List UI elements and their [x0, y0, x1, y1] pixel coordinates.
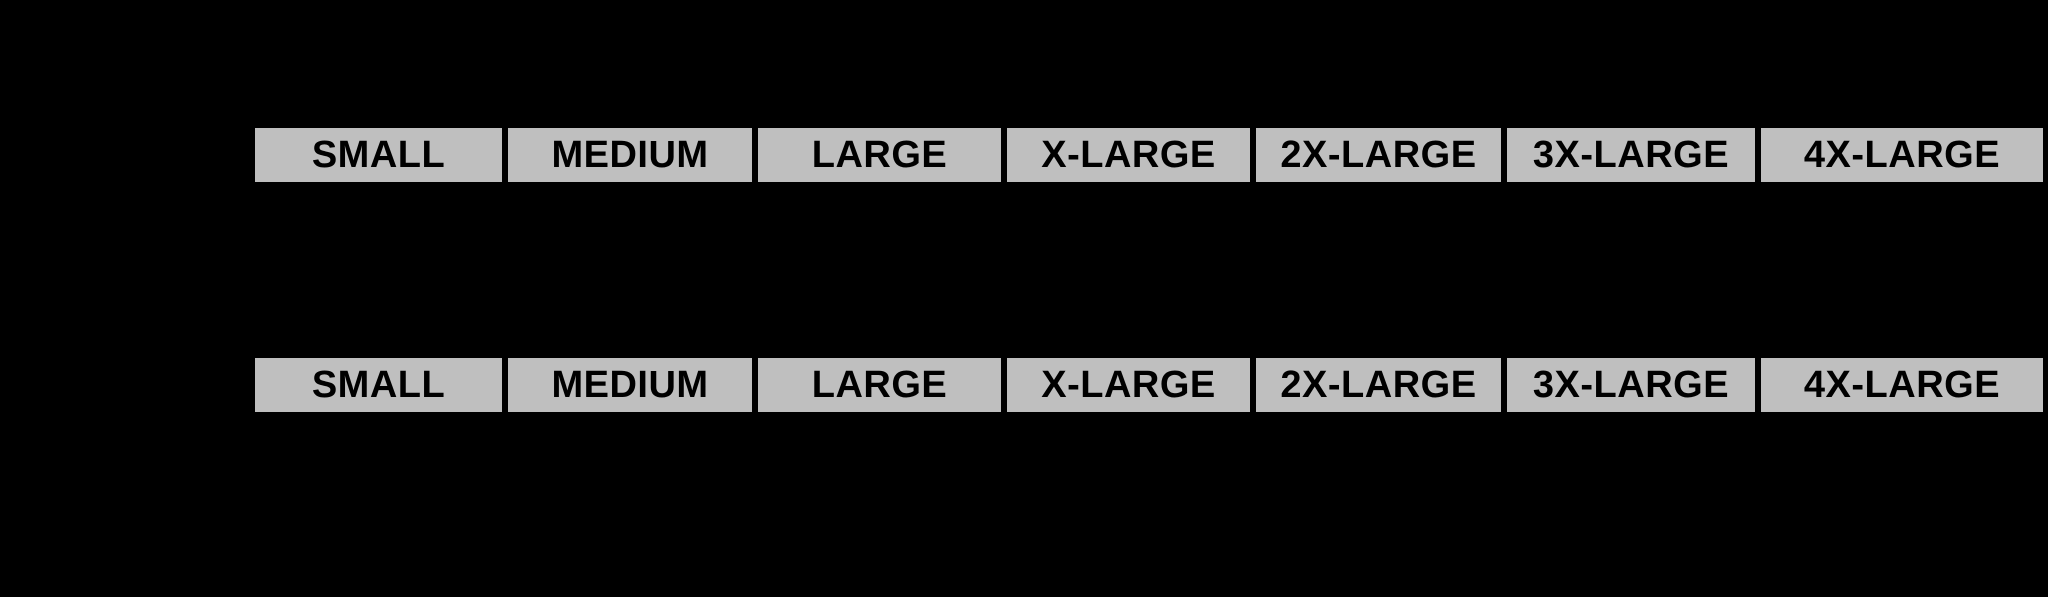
size-cell-small: SMALL [255, 128, 502, 182]
size-cell-medium: MEDIUM [508, 128, 752, 182]
size-cell-medium: MEDIUM [508, 358, 752, 412]
size-cell-3x-large: 3X-LARGE [1507, 128, 1755, 182]
size-cell-large: LARGE [758, 128, 1001, 182]
size-header-row-bottom: SMALL MEDIUM LARGE X-LARGE 2X-LARGE 3X-L… [255, 358, 2043, 412]
size-cell-4x-large: 4X-LARGE [1761, 358, 2043, 412]
size-cell-4x-large: 4X-LARGE [1761, 128, 2043, 182]
size-header-row-top: SMALL MEDIUM LARGE X-LARGE 2X-LARGE 3X-L… [255, 128, 2043, 182]
size-cell-2x-large: 2X-LARGE [1256, 128, 1501, 182]
size-cell-3x-large: 3X-LARGE [1507, 358, 1755, 412]
size-cell-small: SMALL [255, 358, 502, 412]
size-cell-x-large: X-LARGE [1007, 358, 1250, 412]
size-cell-x-large: X-LARGE [1007, 128, 1250, 182]
size-cell-2x-large: 2X-LARGE [1256, 358, 1501, 412]
size-cell-large: LARGE [758, 358, 1001, 412]
